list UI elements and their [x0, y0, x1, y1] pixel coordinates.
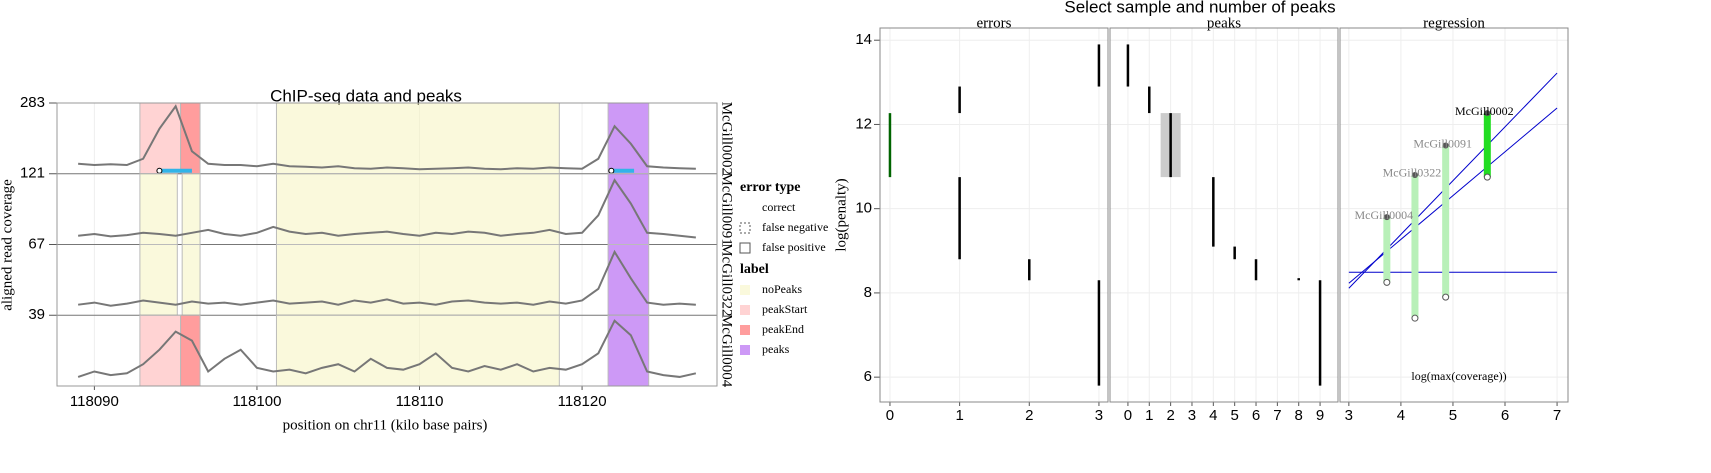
interval-min [1411, 314, 1419, 322]
interval-min [1483, 173, 1491, 181]
x-tick-label: 118100 [232, 393, 281, 410]
legend-key [740, 325, 750, 335]
label-region [275, 314, 560, 387]
y-tick-label: 121 [20, 165, 45, 182]
legend-label: peaks [762, 342, 790, 356]
chart-title: ChIP-seq data and peaks [270, 86, 462, 105]
plot-frame [56, 102, 718, 387]
x-tick-label: 5 [1449, 407, 1457, 424]
legend-key [740, 285, 750, 295]
x-tick-label: 7 [1553, 407, 1561, 424]
label-region [181, 244, 201, 316]
x-tick-label: 5 [1231, 407, 1239, 424]
legend-label: correct [762, 200, 796, 214]
x-tick-label: 6 [1252, 407, 1260, 424]
legend-label: peakEnd [762, 322, 804, 336]
legend-key [739, 242, 751, 254]
strip-label: errors [977, 15, 1012, 31]
interval-min [1383, 278, 1391, 286]
x-tick-label: 0 [1124, 407, 1132, 424]
legend-label: noPeaks [762, 282, 802, 296]
y-tick-label: 39 [28, 306, 45, 323]
interval-min [1442, 293, 1450, 301]
panel-frame [879, 27, 1109, 403]
x-tick-label: 3 [1188, 407, 1196, 424]
coverage-line [78, 104, 696, 171]
legend-key [739, 222, 751, 234]
legend-label: false negative [762, 220, 828, 234]
x-axis-label: log(max(coverage)) [1411, 369, 1506, 383]
sample-label: McGill0004 [1355, 208, 1414, 222]
sample-label: McGill0002 [1455, 104, 1514, 118]
coverage-line [77, 319, 697, 378]
interval-max [1411, 171, 1418, 178]
y-tick-label: 6 [864, 368, 872, 385]
coverage-line [78, 178, 696, 239]
label-region [607, 173, 650, 245]
x-tick-label: 8 [1295, 407, 1303, 424]
label-region [180, 102, 201, 175]
y-axis-label: log(penalty) [833, 178, 849, 251]
strip-label: McGill0002 [719, 102, 735, 175]
label-region [139, 102, 182, 175]
panel-frame [1109, 27, 1339, 403]
interval[interactable] [1383, 217, 1391, 283]
legend-title: label [740, 262, 769, 277]
x-tick-label: 2 [1025, 407, 1033, 424]
label-region [607, 314, 650, 387]
x-axis-label: position on chr11 (kilo base pairs) [283, 417, 488, 433]
label-region [275, 102, 560, 175]
y-axis-label: aligned read coverage [0, 179, 15, 311]
y-tick-label: 283 [20, 94, 45, 111]
x-tick-label: 1 [1145, 407, 1153, 424]
strip-label: McGill0091 [719, 172, 735, 245]
y-tick-label: 67 [28, 235, 45, 252]
legend-label: false positive [762, 240, 826, 254]
x-tick-label: 1 [955, 407, 963, 424]
label-region [139, 314, 182, 387]
x-tick-label: 0 [886, 407, 894, 424]
x-tick-label: 3 [1345, 407, 1353, 424]
x-tick-label: 118120 [558, 393, 607, 410]
x-tick-label: 7 [1273, 407, 1281, 424]
y-tick-label: 8 [864, 284, 872, 301]
coverage-line [78, 249, 696, 307]
x-tick-label: 3 [1095, 407, 1103, 424]
x-tick-label: 4 [1209, 407, 1217, 424]
peak-start [156, 167, 163, 174]
panel-frame [1339, 27, 1569, 403]
label-region [275, 244, 560, 316]
legend-key [740, 345, 750, 355]
interval-max [1484, 110, 1491, 117]
y-tick-label: 12 [855, 115, 872, 132]
interval[interactable] [1483, 113, 1491, 178]
x-tick-label: 2 [1166, 407, 1174, 424]
legend-key [740, 305, 750, 315]
x-tick-label: 4 [1397, 407, 1405, 424]
x-tick-label: 118110 [396, 393, 444, 410]
y-tick-label: 14 [855, 31, 872, 48]
interval[interactable] [1411, 174, 1419, 319]
sample-label: McGill0322 [1383, 166, 1442, 180]
interval-max [1383, 214, 1390, 221]
legend-title: error type [740, 180, 801, 195]
chart-title: Select sample and number of peaks [1064, 0, 1335, 16]
x-tick-label: 118090 [70, 393, 119, 410]
strip-label: McGill0004 [719, 314, 735, 388]
legend-label: peakStart [762, 302, 808, 316]
y-tick-label: 10 [855, 200, 872, 217]
sample-label: McGill0091 [1413, 136, 1472, 150]
x-tick-label: 9 [1316, 407, 1324, 424]
peak-start [608, 167, 615, 174]
interval-max [1442, 142, 1449, 149]
x-tick-label: 6 [1501, 407, 1509, 424]
interval[interactable] [1442, 145, 1450, 298]
strip-label: McGill0322 [719, 243, 735, 316]
strip-label: peaks [1207, 15, 1241, 31]
strip-label: regression [1423, 15, 1485, 31]
label-region [607, 102, 650, 175]
